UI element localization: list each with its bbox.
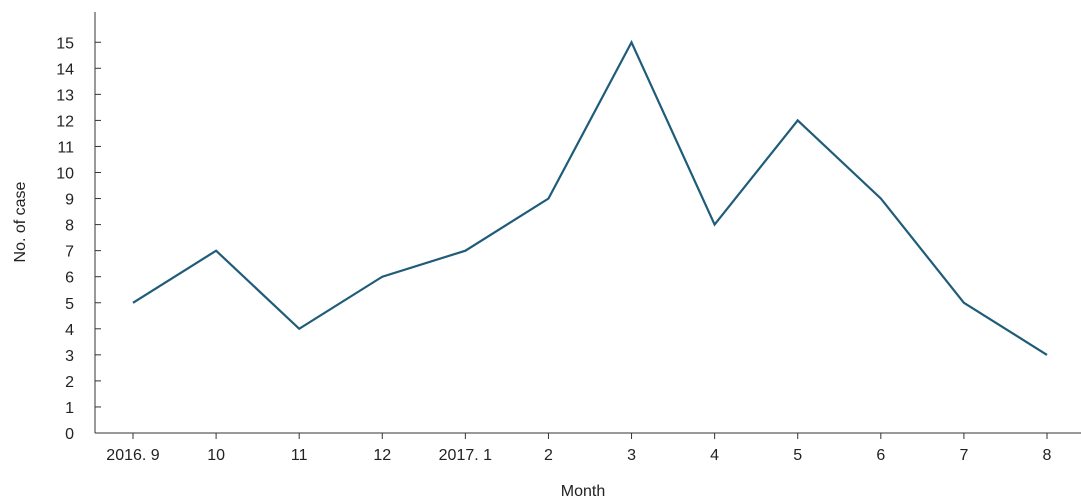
- y-tick-label: 15: [56, 35, 74, 52]
- y-tick-label: 8: [65, 218, 74, 235]
- y-tick-label: 11: [57, 139, 74, 156]
- y-tick-label: 3: [65, 348, 74, 365]
- x-tick-label: 10: [207, 447, 225, 464]
- y-tick-label: 1: [65, 400, 74, 417]
- x-tick-label: 11: [291, 447, 308, 464]
- x-ticks: 2016. 9 10 11 12 2017. 1 2 3 4 5 6 7 8: [106, 433, 1052, 464]
- x-tick-label: 2017. 1: [439, 447, 492, 464]
- x-tick-label: 3: [627, 447, 636, 464]
- x-tick-label: 6: [876, 447, 885, 464]
- y-tick-label: 12: [56, 113, 74, 130]
- y-tick-label: 2: [65, 374, 74, 391]
- series-layer: [132, 39, 1048, 356]
- series-line: [132, 39, 1048, 356]
- x-tick-label: 2016. 9: [106, 447, 159, 464]
- x-tick-label: 8: [1043, 447, 1052, 464]
- x-tick-label: 7: [959, 447, 968, 464]
- x-tick-label: 2: [544, 447, 553, 464]
- axes: [94, 12, 1081, 434]
- x-tick-label: 4: [710, 447, 719, 464]
- y-tick-label: 7: [65, 244, 74, 261]
- x-tick-label: 5: [793, 447, 802, 464]
- y-tick-label: 4: [65, 322, 74, 339]
- y-tick-label: 5: [65, 296, 74, 313]
- y-tick-label: 9: [65, 192, 74, 209]
- y-axis-title: No. of case: [12, 181, 29, 262]
- y-tick-label: 10: [56, 166, 74, 183]
- y-tick-label: 6: [65, 270, 74, 287]
- x-axis-title: Month: [561, 483, 605, 500]
- y-tick-label: 14: [56, 61, 74, 78]
- y-tick-label: 13: [56, 87, 74, 104]
- x-tick-label: 12: [373, 447, 391, 464]
- y-tick-label: 0: [65, 426, 74, 443]
